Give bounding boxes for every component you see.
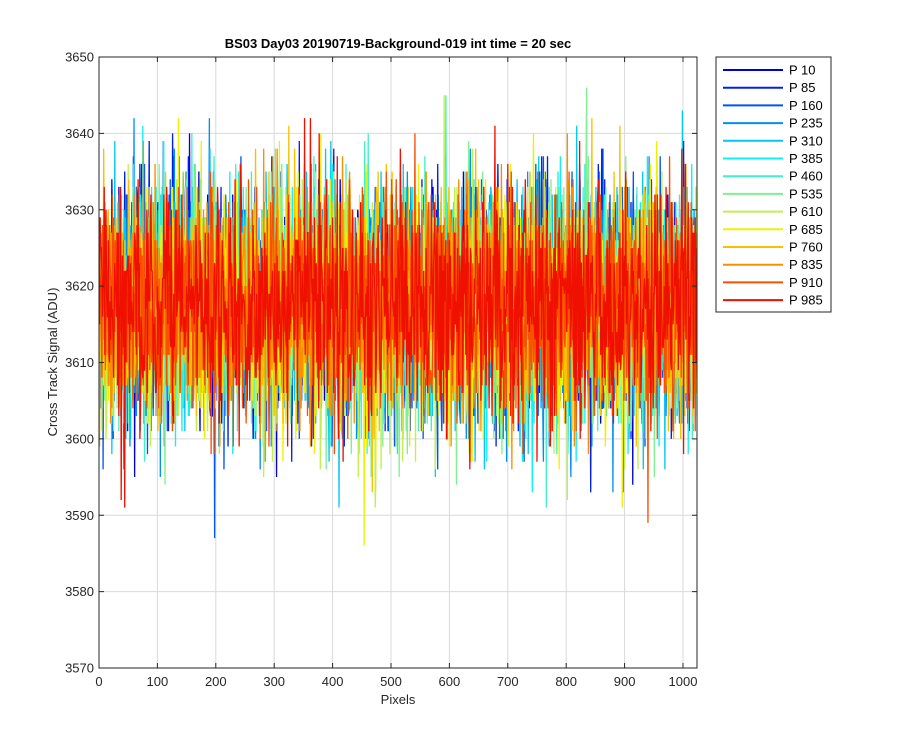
x-tick-label: 400 [322, 674, 344, 689]
legend-label: P 760 [789, 240, 823, 255]
y-axis-label: Cross Track Signal (ADU) [45, 288, 60, 437]
legend-label: P 235 [789, 116, 823, 131]
y-tick-label: 3610 [65, 355, 94, 370]
x-axis: 0 100 200 300 400 500 600 700 800 900 1000 [95, 57, 697, 689]
legend-label: P 910 [789, 275, 823, 290]
legend-label: P 685 [789, 222, 823, 237]
legend-label: P 310 [789, 133, 823, 148]
y-tick-label: 3650 [65, 50, 94, 65]
series-line-p-910 [99, 133, 697, 523]
chart-title: BS03 Day03 20190719-Background-019 int t… [225, 36, 572, 51]
legend-label: P 460 [789, 169, 823, 184]
x-axis-label: Pixels [381, 692, 416, 707]
legend-label: P 160 [789, 98, 823, 113]
y-tick-label: 3630 [65, 202, 94, 217]
y-tick-label: 3620 [65, 279, 94, 294]
x-tick-label: 300 [263, 674, 285, 689]
x-tick-label: 900 [614, 674, 636, 689]
legend-label: P 985 [789, 293, 823, 308]
x-tick-label: 1000 [669, 674, 698, 689]
legend-label: P 535 [789, 186, 823, 201]
legend-box [715, 56, 832, 313]
legend-label: P 85 [789, 80, 816, 95]
x-tick-label: 700 [497, 674, 519, 689]
legend-label: P 10 [789, 63, 816, 78]
legend: P 10 P 85 P 160 P 235 P 310 P 385 P 460 P 535 P … [715, 56, 832, 313]
y-tick-label: 3640 [65, 126, 94, 141]
y-tick-label: 3590 [65, 508, 94, 523]
series-lines [99, 87, 697, 546]
x-tick-label: 200 [205, 674, 227, 689]
legend-label: P 385 [789, 151, 823, 166]
x-tick-label: 600 [439, 674, 461, 689]
y-tick-label: 3570 [65, 661, 94, 676]
legend-label: P 610 [789, 204, 823, 219]
y-axis: 3570 3580 3590 3600 3610 3620 3630 3640 3650 [65, 50, 697, 676]
x-tick-label: 100 [147, 674, 169, 689]
y-tick-label: 3600 [65, 431, 94, 446]
x-tick-label: 0 [95, 674, 102, 689]
legend-label: P 835 [789, 257, 823, 272]
series-line-p-985 [99, 118, 697, 508]
y-tick-label: 3580 [65, 584, 94, 599]
x-tick-label: 800 [555, 674, 577, 689]
x-tick-label: 500 [380, 674, 402, 689]
